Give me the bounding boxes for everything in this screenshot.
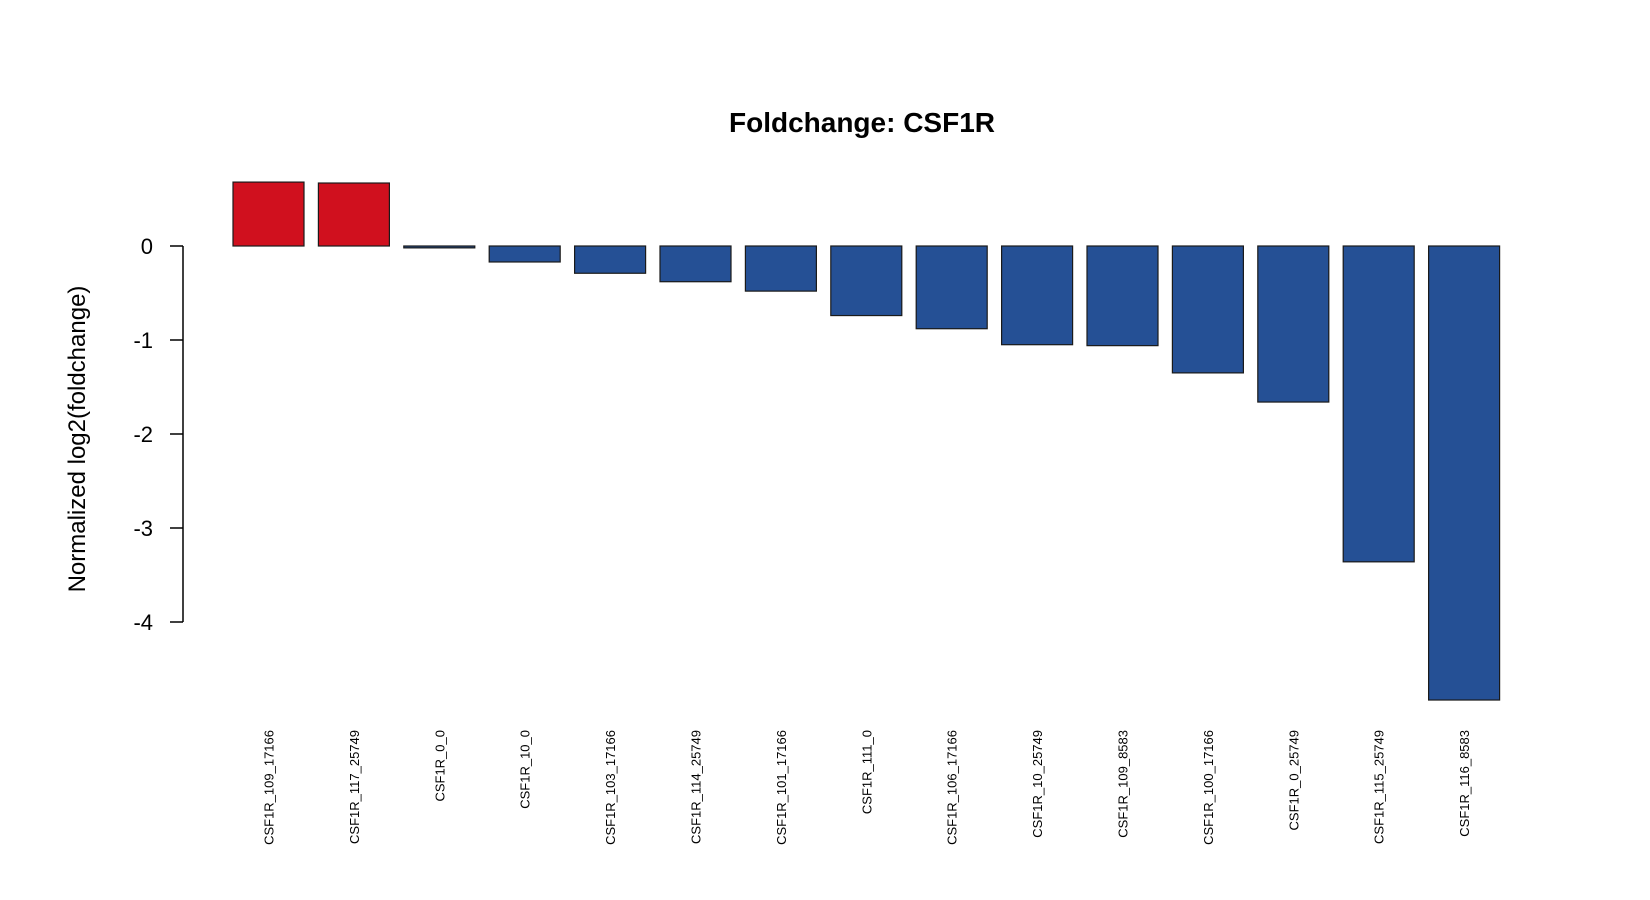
bar-CSF1R_103_17166	[573, 245, 647, 274]
x-tick-label: CSF1R_115_25749	[1372, 730, 1387, 844]
x-tick-label: CSF1R_0_0	[432, 730, 447, 802]
bar-CSF1R_109_8583	[1086, 245, 1159, 347]
bar-CSF1R_10_25749	[1000, 245, 1074, 346]
x-tick-label: CSF1R_10_25749	[1030, 730, 1045, 838]
bar-CSF1R_111_0	[830, 245, 903, 317]
y-axis-label: Normalized log2(foldchange)	[64, 286, 91, 593]
chart-title: Foldchange: CSF1R	[729, 107, 995, 138]
x-tick-label: CSF1R_103_17166	[603, 730, 618, 845]
bar-CSF1R_116_8583	[1427, 245, 1501, 701]
bar-CSF1R_10_0	[488, 245, 561, 263]
x-tick-label: CSF1R_116_8583	[1457, 730, 1472, 837]
x-axis-labels: CSF1R_109_17166 CSF1R_117_25749 CSF1R_0_0 C…	[262, 730, 1473, 845]
x-tick-label: CSF1R_100_17166	[1201, 730, 1216, 845]
bar-CSF1R_114_25749	[659, 245, 732, 283]
y-tick-label: -3	[133, 516, 153, 541]
x-tick-label: CSF1R_109_8583	[1116, 730, 1131, 838]
x-tick-label: CSF1R_0_25749	[1286, 730, 1301, 830]
y-axis: 0 -1 -2 -3 -4	[133, 234, 184, 635]
x-tick-label: CSF1R_10_0	[518, 730, 533, 809]
bars	[232, 181, 1501, 701]
bar-CSF1R_117_25749	[317, 182, 390, 247]
x-tick-label: CSF1R_117_25749	[347, 730, 362, 844]
bar-CSF1R_0_0	[403, 245, 476, 249]
x-tick-label: CSF1R_111_0	[859, 730, 874, 814]
bar-CSF1R_101_17166	[744, 245, 818, 292]
bar-CSF1R_106_17166	[915, 245, 988, 330]
y-tick-label: -4	[133, 610, 153, 635]
x-tick-label: CSF1R_114_25749	[689, 730, 704, 844]
bar-CSF1R_109_17166	[232, 181, 305, 247]
x-tick-label: CSF1R_106_17166	[945, 730, 960, 845]
x-tick-label: CSF1R_109_17166	[262, 730, 277, 845]
bar-CSF1R_0_25749	[1257, 245, 1330, 403]
bar-CSF1R_115_25749	[1342, 245, 1415, 563]
bar-CSF1R_100_17166	[1171, 245, 1245, 374]
y-tick-label: -2	[133, 422, 153, 447]
y-tick-label: -1	[133, 328, 153, 353]
x-tick-label: CSF1R_101_17166	[774, 730, 789, 845]
y-tick-label: 0	[141, 234, 153, 259]
